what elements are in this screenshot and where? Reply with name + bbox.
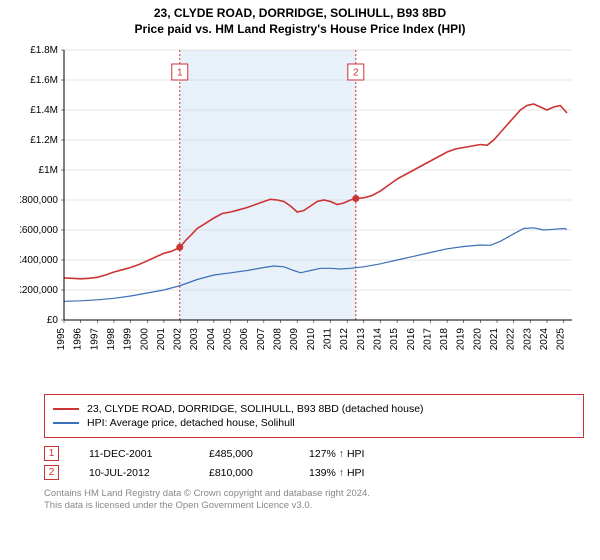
x-tick-label: 2011 [322, 328, 333, 350]
sale-badge-1: 1 [44, 446, 59, 461]
legend-label-main: 23, CLYDE ROAD, DORRIDGE, SOLIHULL, B93 … [87, 403, 424, 415]
sale-period-band [180, 50, 356, 320]
footer-attribution: Contains HM Land Registry data © Crown c… [44, 488, 584, 513]
x-tick-label: 2018 [439, 328, 450, 351]
legend-label-hpi: HPI: Average price, detached house, Soli… [87, 417, 295, 429]
x-tick-label: 2007 [256, 328, 267, 351]
chart-title: 23, CLYDE ROAD, DORRIDGE, SOLIHULL, B93 … [10, 6, 590, 36]
y-tick-label: £200,000 [20, 285, 58, 296]
x-tick-label: 2020 [472, 328, 483, 351]
y-tick-label: £1M [39, 165, 58, 176]
y-tick-label: £1.2M [30, 135, 58, 146]
x-tick-label: 2005 [223, 328, 234, 351]
x-tick-label: 2023 [522, 328, 533, 351]
sales-row: 1 11-DEC-2001 £485,000 127% ↑ HPI [44, 446, 584, 461]
legend: 23, CLYDE ROAD, DORRIDGE, SOLIHULL, B93 … [44, 394, 584, 438]
x-tick-label: 2006 [239, 328, 250, 351]
up-arrow-icon: ↑ [339, 467, 344, 479]
footer-line2: This data is licensed under the Open Gov… [44, 500, 584, 512]
x-tick-label: 2012 [339, 328, 350, 351]
x-tick-label: 2000 [139, 328, 150, 351]
x-tick-label: 2010 [306, 328, 317, 351]
sales-table: 1 11-DEC-2001 £485,000 127% ↑ HPI 2 10-J… [44, 446, 584, 480]
title-subtitle: Price paid vs. HM Land Registry's House … [10, 22, 590, 36]
y-tick-label: £800,000 [20, 195, 58, 206]
x-tick-label: 2002 [173, 328, 184, 351]
legend-swatch-hpi [53, 422, 79, 424]
x-tick-label: 1995 [56, 328, 67, 351]
x-tick-label: 2001 [156, 328, 167, 351]
y-tick-label: £0 [47, 315, 59, 326]
x-tick-label: 2019 [456, 328, 467, 351]
legend-entry-hpi: HPI: Average price, detached house, Soli… [53, 417, 575, 429]
sale-date: 11-DEC-2001 [89, 448, 209, 460]
x-tick-label: 2009 [289, 328, 300, 351]
sale-price: £810,000 [209, 467, 309, 479]
x-tick-label: 2024 [539, 328, 550, 351]
x-tick-label: 2003 [189, 328, 200, 351]
x-tick-label: 2025 [556, 328, 567, 351]
footer-line1: Contains HM Land Registry data © Crown c… [44, 488, 584, 500]
sale-badge-2: 2 [44, 465, 59, 480]
chart-plot-area: £0 £200,000 £400,000 £600,000 £800,000 £1M £1.… [20, 44, 580, 384]
x-tick-label: 2021 [489, 328, 500, 351]
svg-text:1: 1 [177, 68, 183, 79]
x-tick-label: 2022 [506, 328, 517, 351]
sale-marker [176, 244, 183, 251]
sale-price: £485,000 [209, 448, 309, 460]
x-tick-label: 2013 [356, 328, 367, 351]
sales-row: 2 10-JUL-2012 £810,000 139% ↑ HPI [44, 465, 584, 480]
chart-svg: £0 £200,000 £400,000 £600,000 £800,000 £1M £1.… [20, 44, 580, 384]
sale-date: 10-JUL-2012 [89, 467, 209, 479]
y-tick-label: £400,000 [20, 255, 58, 266]
x-tick-label: 2016 [406, 328, 417, 351]
title-address: 23, CLYDE ROAD, DORRIDGE, SOLIHULL, B93 … [10, 6, 590, 20]
y-tick-label: £1.6M [30, 75, 58, 86]
sale-hpi-pct: 127% ↑ HPI [309, 448, 399, 460]
legend-swatch-main [53, 408, 79, 410]
x-tick-label: 1999 [123, 328, 134, 351]
x-tick-label: 2014 [372, 328, 383, 351]
x-tick-label: 2004 [206, 328, 217, 351]
x-tick-label: 2017 [422, 328, 433, 351]
sale-hpi-pct: 139% ↑ HPI [309, 467, 399, 479]
x-tick-label: 1998 [106, 328, 117, 351]
x-tick-label: 2015 [389, 328, 400, 351]
y-tick-label: £600,000 [20, 225, 58, 236]
up-arrow-icon: ↑ [339, 448, 344, 460]
x-tick-label: 1997 [89, 328, 100, 351]
x-tick-label: 2008 [273, 328, 284, 351]
sale-marker [352, 195, 359, 202]
svg-text:2: 2 [353, 68, 359, 79]
y-tick-label: £1.4M [30, 105, 58, 116]
y-tick-label: £1.8M [30, 45, 58, 56]
chart-container: 23, CLYDE ROAD, DORRIDGE, SOLIHULL, B93 … [0, 0, 600, 521]
legend-entry-main: 23, CLYDE ROAD, DORRIDGE, SOLIHULL, B93 … [53, 403, 575, 415]
x-tick-label: 1996 [73, 328, 84, 351]
